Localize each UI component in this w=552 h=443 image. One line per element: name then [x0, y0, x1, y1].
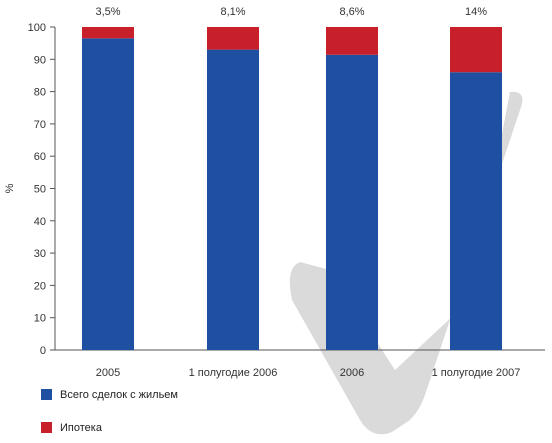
bar-segment-mortgage [82, 27, 134, 39]
bars [82, 27, 502, 351]
y-tick-label: 90 [34, 54, 46, 66]
y-tick-label: 80 [34, 87, 46, 99]
legend-label: Всего сделок с жильем [60, 389, 178, 401]
y-tick-label: 30 [34, 248, 46, 260]
data-label: 3,5% [95, 6, 120, 18]
legend: Всего сделок с жильем Ипотека [41, 389, 178, 434]
bar-segment-mortgage [450, 27, 502, 73]
x-tick-label: 1 полугодие 2006 [189, 367, 278, 379]
bar-segment-total [450, 72, 502, 350]
bar-segment-total [82, 38, 134, 351]
y-tick-label: 70 [34, 119, 46, 131]
x-tick-label: 1 полугодие 2007 [432, 367, 521, 379]
x-tick-label: 2006 [340, 367, 364, 379]
legend-swatch [41, 389, 52, 400]
bar-segment-mortgage [207, 27, 259, 50]
data-label: 14% [465, 6, 487, 18]
bar-segment-total [326, 54, 378, 350]
data-labels: 3,5% 8,1% 8,6% 14% [95, 6, 487, 18]
x-tick-label: 2005 [96, 367, 120, 379]
y-tick-label: 50 [34, 184, 46, 196]
y-tick-label: 60 [34, 151, 46, 163]
y-tick-label: 100 [28, 22, 46, 34]
y-tick-label: 40 [34, 216, 46, 228]
x-axis-labels: 2005 1 полугодие 2006 2006 1 полугодие 2007 [96, 367, 521, 379]
y-tick-label: 10 [34, 313, 46, 325]
bar-segment-mortgage [326, 27, 378, 55]
data-label: 8,1% [220, 6, 245, 18]
y-axis-title: % [4, 183, 16, 193]
y-tick-label: 0 [40, 345, 46, 357]
data-label: 8,6% [339, 6, 364, 18]
y-tick-label: 20 [34, 280, 46, 292]
bar-segment-total [207, 49, 259, 351]
legend-label: Ипотека [60, 422, 103, 434]
legend-swatch [41, 422, 52, 433]
